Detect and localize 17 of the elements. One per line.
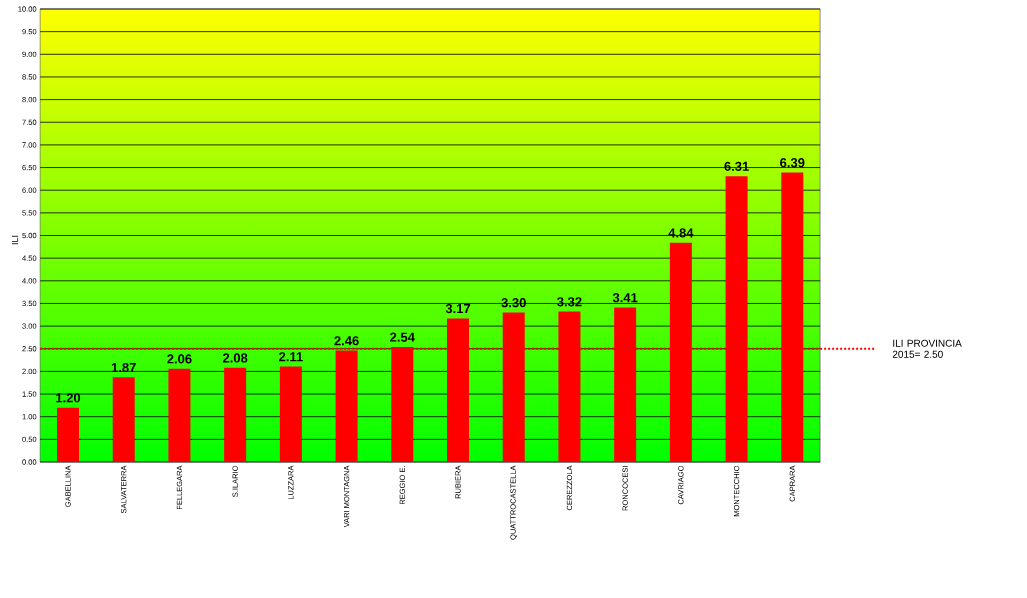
bar xyxy=(57,407,80,462)
data-label: 3.41 xyxy=(612,293,638,303)
data-label: 1.20 xyxy=(56,393,81,403)
bar xyxy=(279,366,302,462)
data-label: 3.17 xyxy=(445,303,471,314)
data-label: 6.39 xyxy=(780,158,805,168)
bar xyxy=(112,377,135,462)
data-label: 2.06 xyxy=(167,354,192,364)
data-label: 2.08 xyxy=(222,353,248,363)
y-axis-title: ILI xyxy=(11,235,19,245)
data-label: 2.11 xyxy=(279,352,303,362)
data-label: 1.87 xyxy=(111,362,136,373)
data-label: 2.46 xyxy=(334,336,359,346)
bar xyxy=(168,368,191,462)
ref-line-label: ILI PROVINCIA 2015= 2.50 xyxy=(892,339,962,358)
bar xyxy=(224,367,247,462)
data-label: 2.54 xyxy=(390,332,415,342)
